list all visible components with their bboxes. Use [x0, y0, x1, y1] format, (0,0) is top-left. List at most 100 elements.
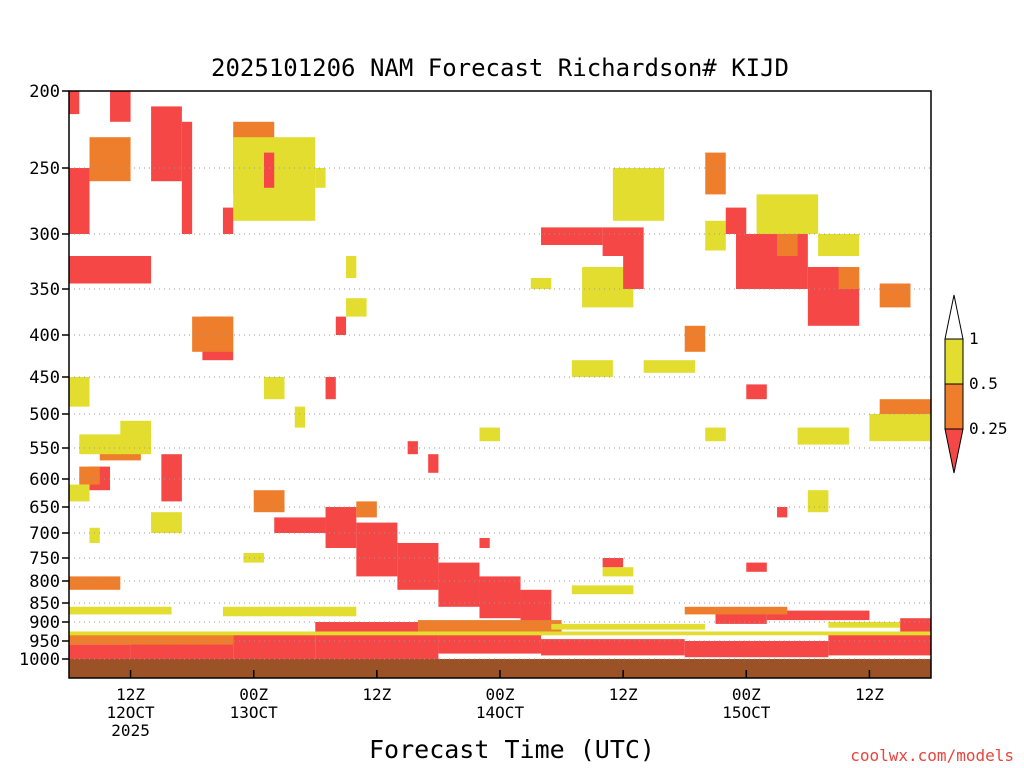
- y-tick-label: 500: [29, 405, 60, 425]
- x-tick-label: 00Z: [486, 685, 515, 704]
- heatmap-cell: [181, 121, 193, 234]
- heatmap-cell: [69, 377, 90, 407]
- heatmap-cell: [766, 610, 870, 621]
- heatmap-cell: [541, 227, 603, 245]
- heatmap-cell: [120, 420, 152, 438]
- credit-text: coolwx.com/models: [850, 746, 1014, 765]
- heatmap-cell: [479, 538, 490, 548]
- heatmap-cell: [705, 152, 726, 195]
- heatmap-cell: [263, 377, 285, 400]
- heatmap-cell: [69, 91, 80, 115]
- heatmap-cell: [797, 427, 849, 445]
- heatmap-cell: [294, 406, 306, 428]
- heatmap-cell: [520, 589, 552, 626]
- heatmap-cell: [69, 659, 931, 678]
- heatmap-cell: [705, 427, 726, 442]
- heatmap-cell: [69, 576, 121, 590]
- y-tick-label: 450: [29, 368, 60, 388]
- heatmap-cell: [807, 490, 829, 513]
- y-tick-label: 250: [29, 159, 60, 179]
- y-tick-label: 900: [29, 613, 60, 633]
- y-tick-label: 750: [29, 549, 60, 569]
- x-axis-label: Forecast Time (UTC): [369, 735, 655, 764]
- heatmap-cell: [428, 454, 439, 473]
- heatmap-cell: [777, 507, 788, 518]
- heatmap-cell: [612, 168, 665, 221]
- heatmap-cell: [151, 106, 182, 182]
- heatmap-cell: [602, 558, 624, 568]
- x-tick-label: 13OCT: [230, 703, 279, 722]
- heatmap-cell: [602, 567, 634, 577]
- heatmap-cell: [900, 618, 931, 632]
- heatmap-cell: [222, 207, 234, 234]
- y-tick-label: 400: [29, 326, 60, 346]
- heatmap-cell: [705, 220, 726, 251]
- heatmap-cell: [89, 527, 100, 543]
- colorbar-label: 0.25: [969, 419, 1008, 438]
- x-tick-label: 12Z: [609, 685, 638, 704]
- heatmap-cell: [192, 316, 234, 352]
- heatmap-cell: [541, 639, 685, 656]
- heatmap-cell: [69, 633, 234, 645]
- heatmap-cell: [684, 606, 788, 615]
- y-tick-label: 300: [29, 225, 60, 245]
- heatmap-cell: [274, 517, 326, 533]
- heatmap-cell: [69, 644, 131, 659]
- colorbar-bin: [944, 383, 964, 430]
- heatmap-cell: [407, 441, 418, 455]
- heatmap-cell: [315, 168, 326, 188]
- heatmap-cell: [551, 623, 706, 630]
- x-tick-label: 12OCT: [106, 703, 155, 722]
- heatmap-cell: [777, 234, 798, 256]
- heatmap-cell: [756, 194, 819, 234]
- heatmap-cell: [746, 562, 767, 572]
- heatmap-cell: [325, 507, 357, 548]
- heatmap-cell: [684, 325, 706, 352]
- colorbar-bin: [944, 338, 964, 385]
- heatmap-cell: [79, 434, 152, 455]
- heatmap-cell: [438, 562, 480, 607]
- heatmap-cell: [356, 522, 398, 577]
- heatmap-cell: [346, 298, 367, 317]
- colorbar-label: 1: [969, 329, 979, 348]
- heatmap-cell: [869, 414, 931, 442]
- heatmap-cell: [571, 360, 613, 377]
- heatmap-cell: [356, 501, 377, 518]
- heatmap-cell: [479, 427, 500, 442]
- x-tick-label: 00Z: [239, 685, 268, 704]
- y-tick-label: 200: [29, 82, 60, 102]
- heatmap-cell: [89, 137, 131, 182]
- heatmap-cell: [746, 384, 767, 400]
- heatmap-cell: [69, 484, 90, 502]
- heatmap-cell: [346, 256, 357, 278]
- y-tick-label: 1000: [19, 650, 60, 670]
- heatmap-cell: [110, 91, 131, 122]
- heatmap-cell: [335, 316, 347, 335]
- x-tick-label: 00Z: [732, 685, 761, 704]
- heatmap-cells: [69, 91, 931, 678]
- x-tick-label: 12Z: [855, 685, 884, 704]
- heatmap-cell: [397, 543, 439, 590]
- heatmap-cell: [725, 207, 747, 234]
- y-tick-label: 950: [29, 632, 60, 652]
- heatmap-cell: [879, 283, 911, 308]
- heatmap-cell: [530, 278, 552, 289]
- y-tick-label: 700: [29, 524, 60, 544]
- heatmap-cell: [79, 466, 100, 485]
- x-tick-label: 12Z: [362, 685, 391, 704]
- heatmap-cell: [161, 454, 182, 502]
- heatmap-cell: [69, 168, 90, 234]
- heatmap-cell: [715, 612, 767, 624]
- x-tick-label: 14OCT: [476, 703, 525, 722]
- heatmap-cell: [828, 633, 931, 656]
- x-tick-label: 15OCT: [722, 703, 771, 722]
- x-tick-label: 2025: [111, 721, 150, 740]
- heatmap-cell: [69, 631, 931, 636]
- heatmap-cell: [838, 267, 860, 289]
- colorbar-top-arrow: [944, 294, 964, 340]
- colorbar-bottom-arrow: [944, 428, 964, 474]
- chart-title: 2025101206 NAM Forecast Richardson# KIJD: [211, 54, 789, 82]
- y-tick-label: 550: [29, 439, 60, 459]
